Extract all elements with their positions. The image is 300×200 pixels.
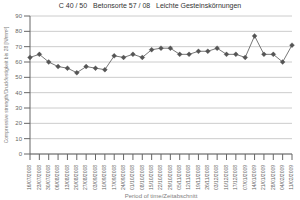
svg-text:07/01/2009: 07/01/2009 (242, 165, 248, 190)
svg-text:03/12/2008: 03/12/2008 (213, 165, 219, 190)
svg-text:01/10/2008: 01/10/2008 (129, 165, 135, 190)
svg-text:17/09/2008: 17/09/2008 (111, 165, 117, 190)
svg-text:16/07/2008: 16/07/2008 (26, 165, 32, 190)
svg-text:21/01/2009: 21/01/2009 (260, 165, 266, 190)
svg-text:10/09/2008: 10/09/2008 (101, 165, 107, 190)
svg-text:24/09/2008: 24/09/2008 (120, 165, 126, 190)
svg-text:50: 50 (15, 74, 22, 80)
svg-text:20: 20 (15, 120, 22, 126)
svg-text:Compressive strength/Druckfest: Compressive strength/Druckfestigkeit bis… (8, 26, 9, 143)
svg-text:Period of time/Zeitabschnitt: Period of time/Zeitabschnitt (125, 193, 198, 199)
html-text:C 40 / 50 Betonsorte 57 / 08 L: C 40 / 50 Betonsorte 57 / 08 Leichte Ges… (58, 2, 242, 9)
svg-text:29/10/2008: 29/10/2008 (167, 165, 173, 190)
svg-text:70: 70 (15, 44, 22, 50)
svg-text:11/02/2009: 11/02/2009 (288, 165, 292, 190)
svg-text:03/09/2008: 03/09/2008 (92, 165, 98, 190)
svg-text:22/10/2008: 22/10/2008 (157, 165, 163, 190)
svg-text:12/11/2008: 12/11/2008 (185, 165, 191, 190)
svg-text:30/07/2008: 30/07/2008 (45, 165, 51, 190)
svg-text:08/10/2008: 08/10/2008 (139, 165, 145, 190)
svg-text:10: 10 (15, 136, 22, 142)
svg-text:26/11/2008: 26/11/2008 (204, 165, 210, 190)
svg-text:06/08/2008: 06/08/2008 (54, 165, 60, 190)
svg-text:30: 30 (15, 105, 22, 111)
svg-text:19/11/2008: 19/11/2008 (195, 165, 201, 190)
svg-text:28/01/2009: 28/01/2009 (270, 165, 276, 190)
svg-text:0: 0 (19, 151, 23, 157)
svg-text:04/02/2009: 04/02/2009 (279, 165, 285, 190)
svg-text:23/07/2008: 23/07/2008 (36, 165, 42, 190)
svg-text:27/08/2008: 27/08/2008 (82, 165, 88, 190)
svg-text:80: 80 (15, 28, 22, 34)
svg-text:90: 90 (15, 13, 22, 19)
svg-text:13/08/2008: 13/08/2008 (64, 165, 70, 190)
svg-text:14/01/2009: 14/01/2009 (251, 165, 257, 190)
svg-text:05/11/2008: 05/11/2008 (176, 165, 182, 190)
svg-text:40: 40 (15, 90, 22, 96)
svg-text:10/12/2008: 10/12/2008 (223, 165, 229, 190)
svg-text:20/08/2008: 20/08/2008 (73, 165, 79, 190)
svg-text:17/12/2008: 17/12/2008 (232, 165, 238, 190)
svg-text:60: 60 (15, 59, 22, 65)
svg-text:15/10/2008: 15/10/2008 (148, 165, 154, 190)
